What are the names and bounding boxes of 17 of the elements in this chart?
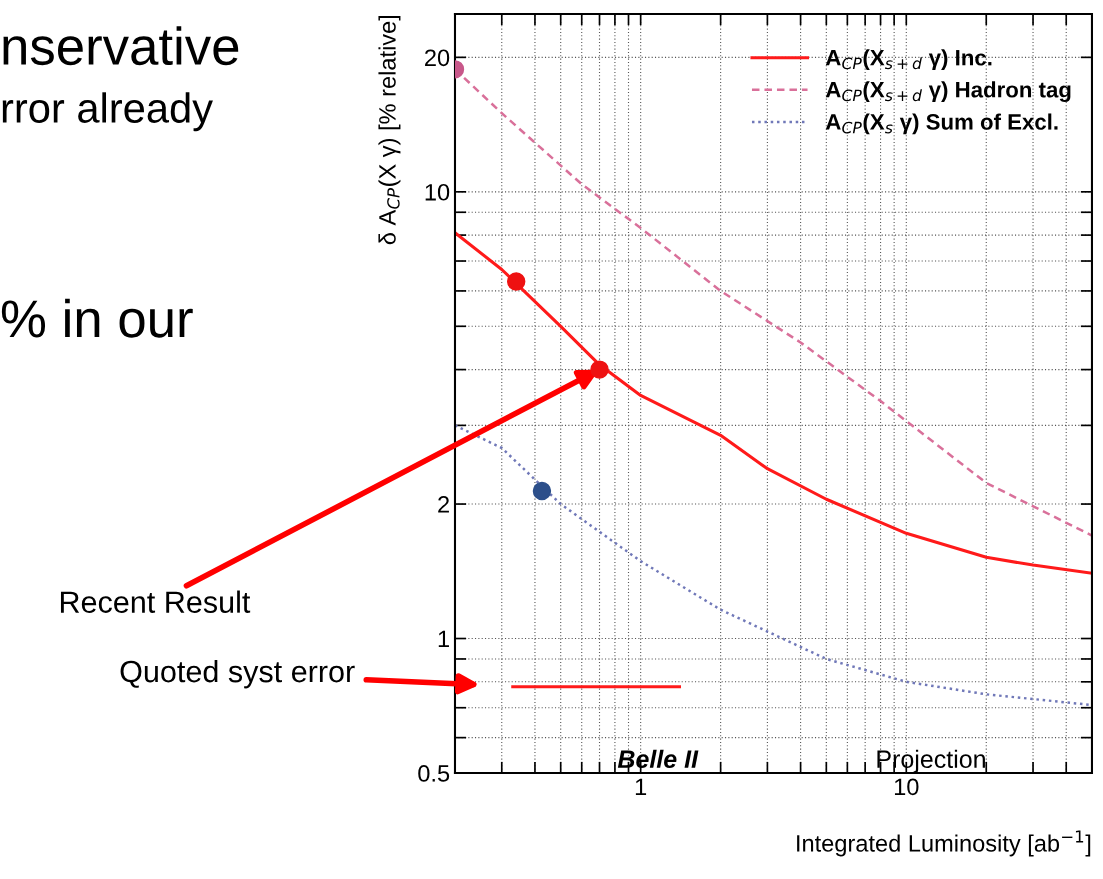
text: % in our (1, 298, 193, 338)
y-tick-label: 0.5 (418, 765, 450, 782)
y-tick-label: 10 (425, 183, 450, 201)
annotation: Belle II (617, 749, 699, 769)
y-tick-label: 20 (425, 49, 450, 67)
legend-label: A$_{CP}$(X$_{s+d}$ γ) Inc. (825, 49, 992, 70)
annotation: Recent Result (60, 590, 251, 613)
y-tick-label: 2 (438, 496, 449, 513)
text: Quoted syst error (120, 659, 355, 689)
legend-label: A$_{CP}$(X$_{s+d}$ γ) Hadron tag (825, 81, 1071, 103)
y-tick-label: 1 (438, 630, 449, 648)
text: rror already (2, 92, 213, 132)
annotation: Projection (877, 749, 985, 773)
text: nservative (3, 26, 239, 66)
x-axis-title: Integrated Luminosity [ab$^{−1}$] (797, 830, 1091, 857)
legend-label: A$_{CP}$(X$_{s}$ γ) Sum of Excl. (825, 113, 1058, 135)
y-axis-title: δ A$_{CP}$(X γ) [% relative] (378, 15, 401, 245)
